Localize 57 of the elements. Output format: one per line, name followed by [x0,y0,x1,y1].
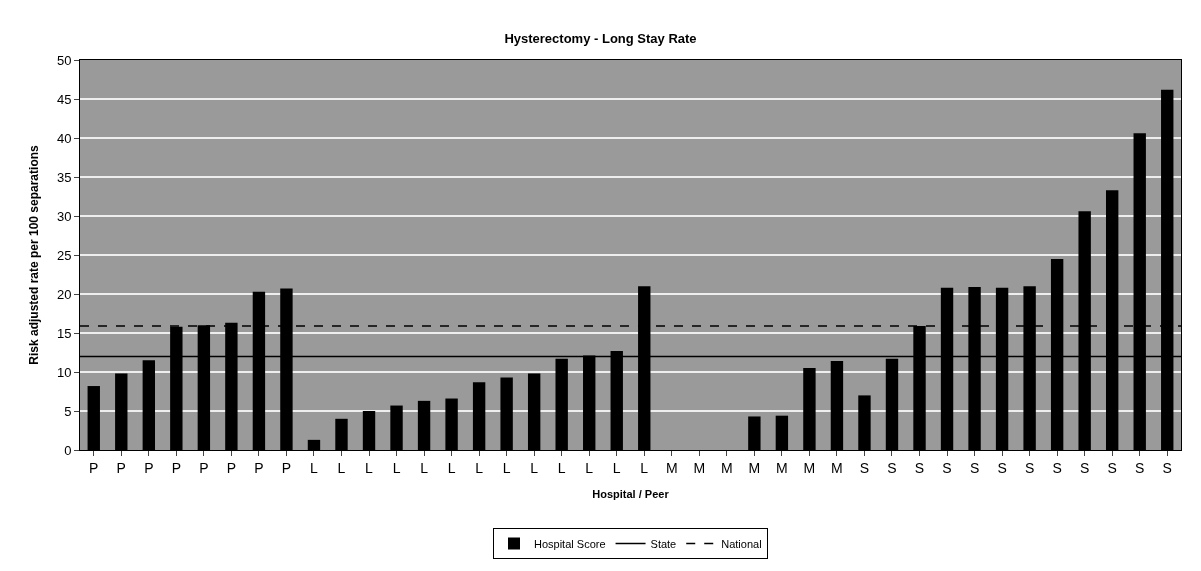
y-tick-label: 25 [56,247,72,263]
x-tick-label: L [365,459,374,476]
y-tick-label: 50 [56,52,72,68]
x-axis-title: Hospital / Peer [592,488,670,500]
x-tick-label: L [502,459,511,476]
x-tick-label: M [665,459,678,476]
x-tick-label: L [447,459,456,476]
legend-label: Hospital Score [534,537,606,550]
x-tick-label: L [557,459,566,476]
y-tick-label: 35 [56,169,72,185]
x-tick-label: S [1052,459,1062,476]
x-tick-label: L [310,459,319,476]
x-tick-label: L [392,459,401,476]
x-tick-label: L [612,459,621,476]
chart-title: Hysterectomy - Long Stay Rate [504,31,697,47]
y-tick-label: 0 [64,442,72,458]
y-tick-label: 20 [56,286,72,302]
x-tick-label: P [89,459,99,476]
y-tick-label: 45 [56,91,72,107]
x-tick-label: S [1107,459,1117,476]
x-tick-label: M [748,459,761,476]
x-tick-label: S [1024,459,1035,476]
legend-label: National [721,537,762,550]
x-tick-label: L [530,459,539,476]
x-tick-label: M [776,459,788,476]
x-tick-label: M [831,459,843,476]
y-tick-label: 30 [56,208,72,224]
x-tick-label: S [859,459,870,476]
y-tick-label: 15 [56,325,72,341]
x-tick-label: S [969,459,980,476]
x-tick-label: P [199,459,209,476]
y-tick-label: 5 [64,403,72,419]
x-tick-label: M [693,459,706,476]
legend-label: State [650,537,677,550]
x-tick-label: M [721,459,733,476]
y-tick-label: 10 [56,364,72,380]
x-tick-label: P [226,459,237,476]
x-tick-label: P [116,459,126,476]
x-tick-label: S [887,459,897,476]
x-tick-label: S [914,459,925,476]
y-axis-title: Risk adjusted rate per 100 separations [27,144,42,365]
x-tick-label: L [475,459,484,476]
x-tick-label: P [281,459,292,476]
x-tick-label: S [942,459,952,476]
x-tick-label: S [1135,459,1145,476]
x-tick-label: L [640,459,649,476]
y-tick-label: 40 [56,130,72,146]
x-tick-label: L [420,459,429,476]
x-tick-label: L [337,459,346,476]
x-tick-label: S [997,459,1007,476]
x-tick-label: L [585,459,594,476]
x-tick-label: P [254,459,264,476]
x-tick-label: S [1079,459,1090,476]
x-tick-label: P [144,459,154,476]
x-tick-label: P [171,459,182,476]
x-tick-label: S [1162,459,1172,476]
x-tick-label: M [803,459,816,476]
